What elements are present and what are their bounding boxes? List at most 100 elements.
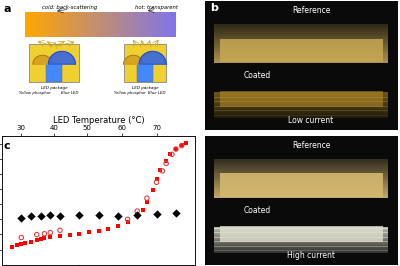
- Bar: [117, 12, 118, 37]
- Bar: [135, 12, 136, 37]
- Bar: [74, 12, 75, 37]
- Bar: [30, 12, 31, 37]
- Bar: [146, 12, 147, 37]
- Point: [134, 209, 140, 213]
- Bar: [165, 12, 166, 37]
- Bar: [65, 12, 66, 37]
- Bar: [62, 12, 63, 37]
- Point: [178, 144, 185, 148]
- Bar: [60, 12, 61, 37]
- Bar: [115, 12, 116, 37]
- Point: [163, 161, 169, 165]
- Bar: [214, 40, 388, 42]
- Bar: [169, 12, 170, 37]
- Point: [173, 147, 179, 151]
- Bar: [46, 64, 62, 82]
- Bar: [214, 235, 388, 236]
- Point: [18, 216, 24, 220]
- Bar: [170, 12, 171, 37]
- Bar: [97, 12, 98, 37]
- Bar: [68, 12, 69, 37]
- Bar: [29, 44, 79, 82]
- Bar: [112, 12, 113, 37]
- Bar: [25, 12, 26, 37]
- Bar: [77, 12, 78, 37]
- Bar: [106, 12, 107, 37]
- Bar: [214, 99, 388, 100]
- Point: [159, 169, 166, 173]
- Bar: [214, 161, 388, 163]
- Bar: [28, 12, 29, 37]
- Bar: [158, 12, 159, 37]
- Bar: [110, 12, 111, 37]
- Bar: [37, 12, 38, 37]
- Bar: [85, 12, 86, 37]
- Bar: [40, 12, 41, 37]
- Bar: [214, 113, 388, 114]
- Bar: [63, 12, 64, 37]
- Point: [47, 230, 54, 235]
- Point: [38, 237, 44, 241]
- Bar: [144, 12, 145, 37]
- Bar: [214, 111, 388, 113]
- Bar: [214, 228, 388, 230]
- Point: [18, 235, 24, 240]
- Bar: [88, 12, 89, 37]
- Bar: [214, 163, 388, 165]
- Bar: [214, 175, 388, 177]
- Bar: [220, 173, 382, 197]
- Bar: [214, 24, 388, 26]
- Bar: [54, 12, 55, 37]
- Bar: [123, 12, 124, 37]
- Bar: [214, 51, 388, 53]
- Bar: [214, 53, 388, 55]
- Bar: [29, 12, 30, 37]
- Bar: [214, 46, 388, 48]
- Bar: [51, 12, 52, 37]
- Bar: [27, 12, 28, 37]
- Bar: [35, 12, 36, 37]
- Bar: [214, 61, 388, 63]
- Bar: [55, 12, 56, 37]
- Bar: [100, 12, 101, 37]
- Bar: [214, 105, 388, 107]
- Point: [115, 224, 121, 228]
- Bar: [64, 12, 65, 37]
- Bar: [139, 12, 140, 37]
- Bar: [99, 12, 100, 37]
- Bar: [214, 57, 388, 59]
- Bar: [214, 244, 388, 246]
- Bar: [153, 12, 154, 37]
- Bar: [214, 36, 388, 38]
- Bar: [160, 12, 161, 37]
- Bar: [214, 239, 388, 240]
- Bar: [95, 12, 96, 37]
- Bar: [69, 12, 70, 37]
- Bar: [111, 12, 112, 37]
- Bar: [214, 110, 388, 112]
- Bar: [214, 231, 388, 232]
- Bar: [220, 39, 382, 62]
- Bar: [126, 12, 127, 37]
- Text: cold: back-scattering: cold: back-scattering: [42, 5, 97, 10]
- Bar: [107, 12, 108, 37]
- Text: Low current: Low current: [288, 116, 334, 125]
- Bar: [121, 12, 122, 37]
- Point: [28, 240, 34, 244]
- Bar: [49, 12, 50, 37]
- Bar: [214, 182, 388, 184]
- Bar: [214, 96, 388, 98]
- Point: [182, 141, 189, 145]
- Point: [57, 234, 63, 238]
- Bar: [149, 12, 150, 37]
- Bar: [171, 12, 172, 37]
- Polygon shape: [33, 55, 52, 64]
- Bar: [214, 103, 388, 104]
- Bar: [94, 12, 95, 37]
- Point: [167, 152, 173, 156]
- Bar: [162, 12, 163, 37]
- Point: [76, 232, 82, 236]
- Bar: [56, 12, 57, 37]
- Bar: [214, 245, 388, 247]
- Bar: [119, 12, 120, 37]
